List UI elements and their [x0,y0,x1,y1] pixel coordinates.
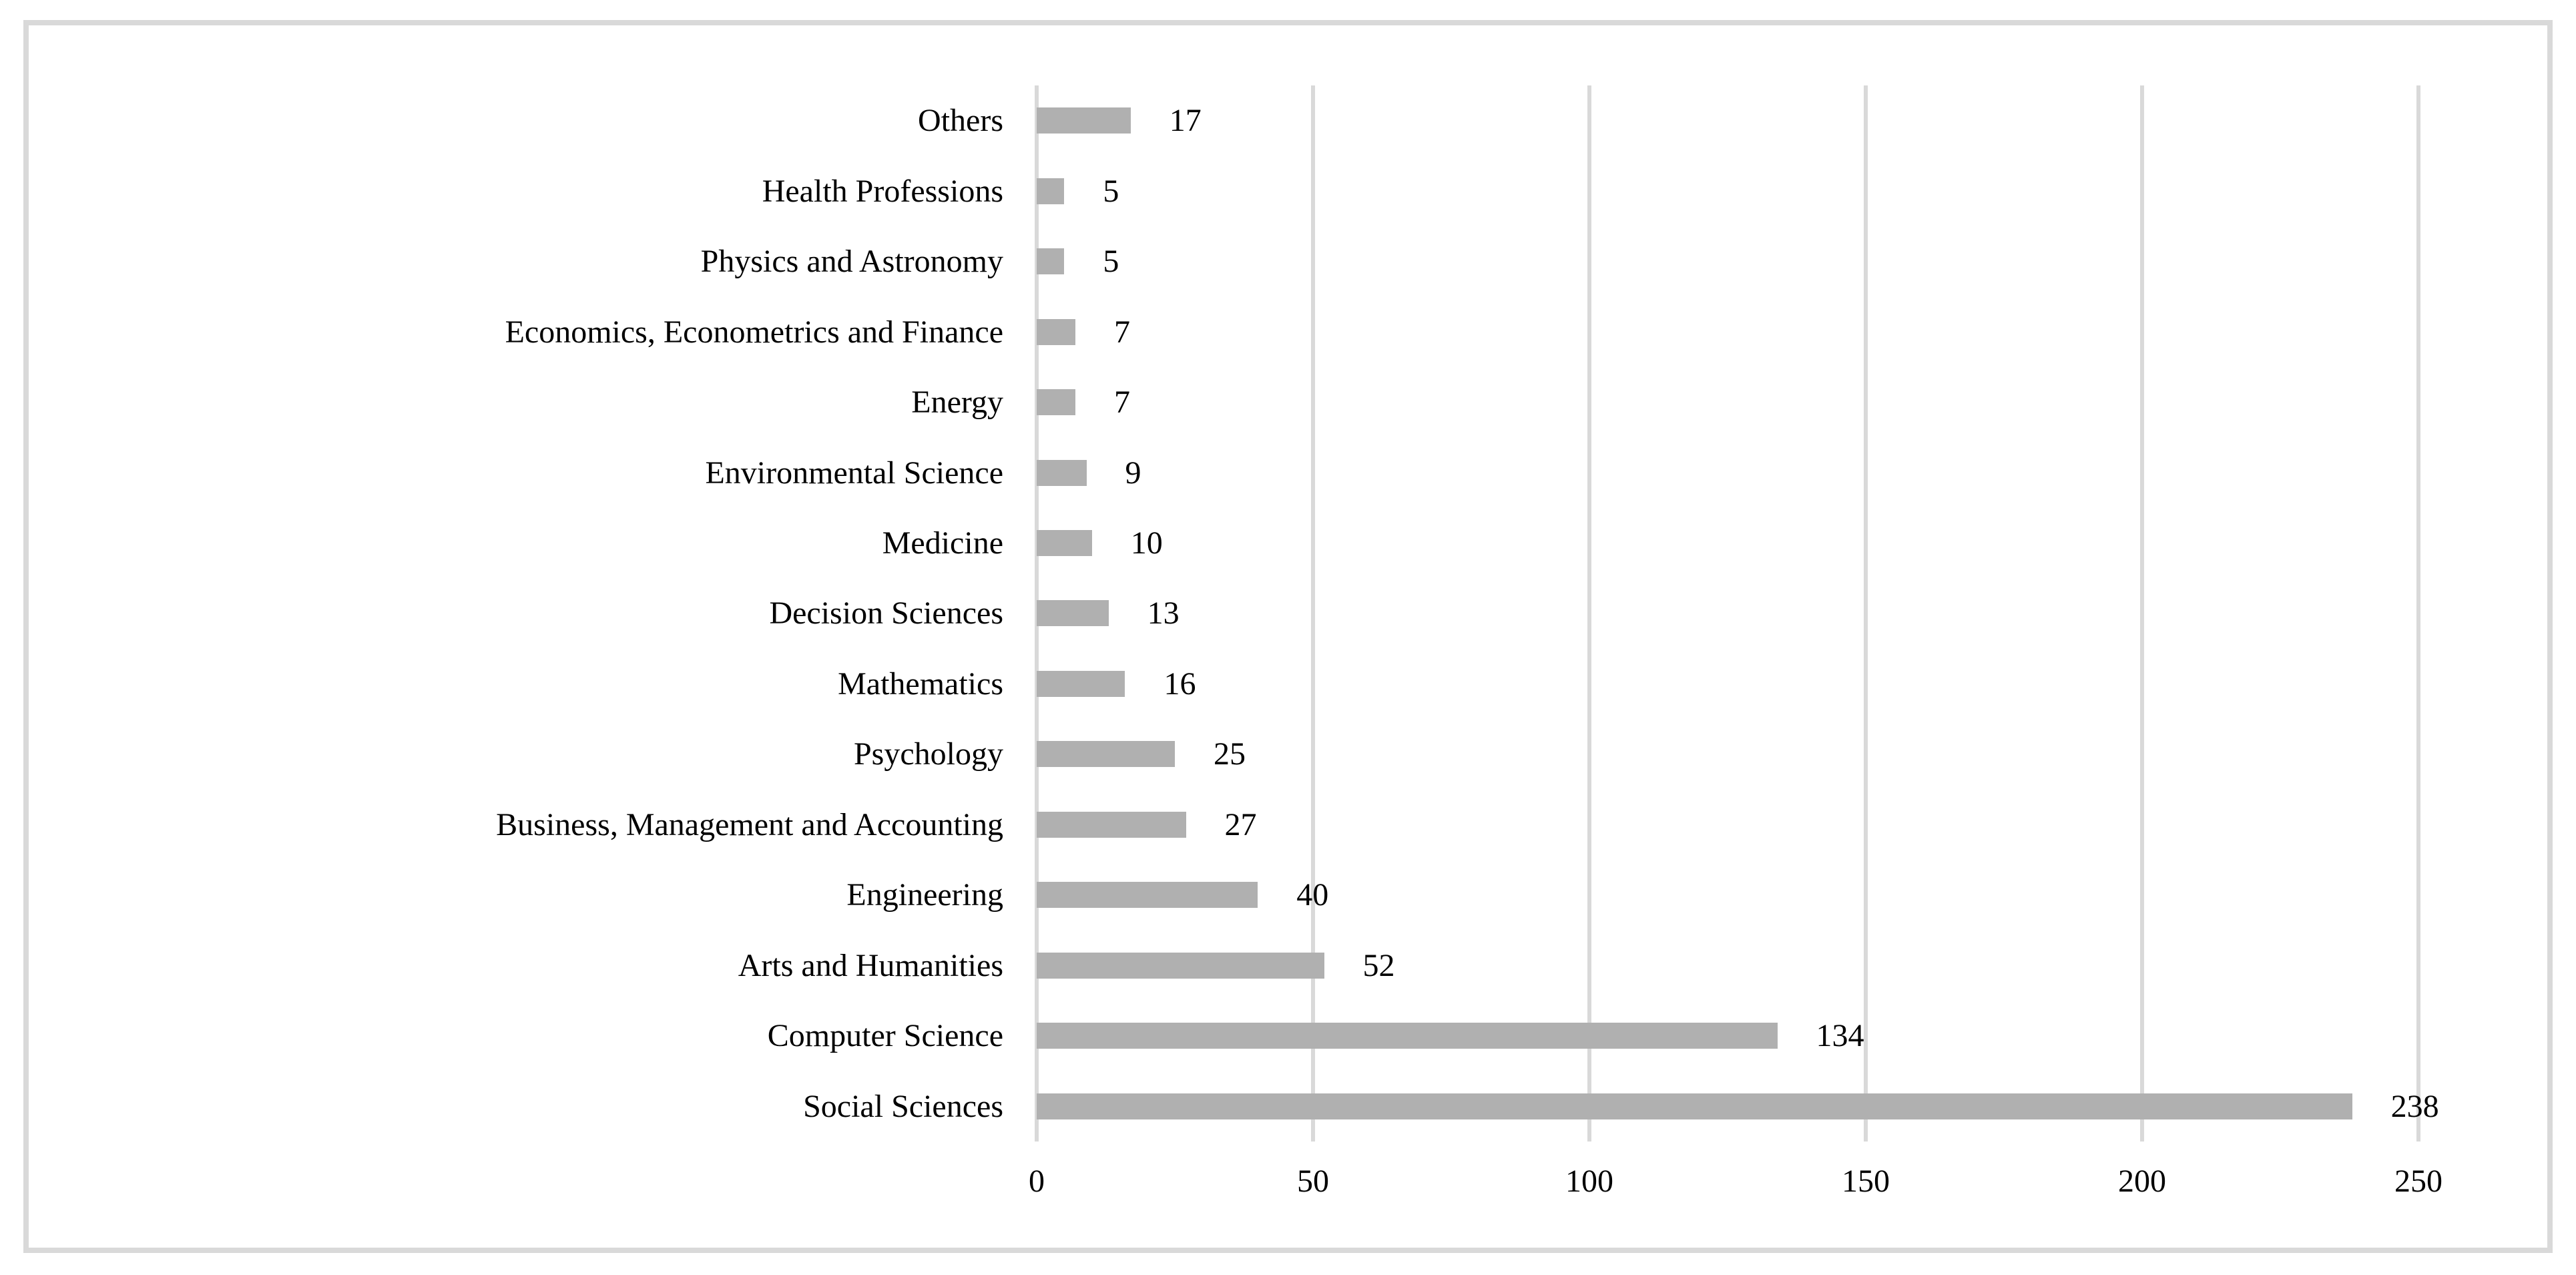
value-label: 7 [1113,314,1130,350]
category-label: Others [918,103,1003,139]
bar-row: 40 [1037,860,2418,930]
bar [1037,107,1131,134]
category-label: Health Professions [762,173,1003,209]
gridline-x-150 [1864,85,1868,1141]
x-tick-label: 150 [1842,1164,1890,1199]
category-label: Arts and Humanities [738,947,1003,983]
value-label: 17 [1169,103,1202,139]
bar [1037,1023,1778,1049]
bar-row: 134 [1037,1001,2418,1071]
bar [1037,952,1324,979]
category-label: Social Sciences [803,1088,1003,1124]
bar [1037,670,1125,697]
value-label: 13 [1147,595,1180,631]
value-label: 134 [1816,1018,1864,1054]
value-label: 40 [1296,877,1329,913]
bar [1037,318,1075,345]
bar-row: 7 [1037,296,2418,366]
category-label: Physics and Astronomy [700,244,1003,280]
gridline-x-250 [2416,85,2420,1141]
bar [1037,389,1075,416]
bar [1037,1093,2352,1119]
category-label: Decision Sciences [769,595,1003,631]
value-label: 5 [1103,244,1119,280]
bar [1037,882,1258,909]
bar [1037,459,1087,486]
bar-row: 5 [1037,156,2418,226]
x-tick-label: 0 [1029,1164,1045,1199]
bar-row: 238 [1037,1071,2439,1141]
bar [1037,178,1065,204]
bar-row: 5 [1037,226,2418,296]
bar-row: 7 [1037,367,2418,437]
value-label: 10 [1130,525,1163,561]
value-label: 238 [2390,1088,2439,1124]
category-label: Mathematics [838,666,1003,702]
category-label: Business, Management and Accounting [496,806,1003,842]
x-tick-label: 200 [2118,1164,2166,1199]
value-label: 52 [1362,947,1395,983]
category-label: Energy [911,385,1003,421]
x-tick-label: 250 [2394,1164,2442,1199]
bar-row: 17 [1037,85,2418,156]
bar [1037,530,1092,557]
value-label: 27 [1224,806,1257,842]
gridline-x-50 [1311,85,1315,1141]
category-label: Computer Science [767,1018,1003,1054]
gridline-x-100 [1587,85,1591,1141]
category-label: Engineering [846,877,1003,913]
value-label: 5 [1103,173,1119,209]
value-label: 7 [1113,385,1130,421]
value-label: 16 [1164,666,1196,702]
bar-row: 27 [1037,790,2418,860]
bar [1037,811,1186,838]
category-label: Psychology [853,736,1003,772]
bar-row: 10 [1037,508,2418,578]
bar-row: 13 [1037,578,2418,648]
bar [1037,741,1175,768]
category-label: Environmental Science [705,455,1003,491]
x-tick-label: 50 [1297,1164,1329,1199]
bar-row: 25 [1037,719,2418,789]
category-label: Economics, Econometrics and Finance [505,314,1003,350]
bar [1037,248,1065,275]
gridline-x-200 [2140,85,2144,1141]
bar-row: 9 [1037,437,2418,507]
value-label: 25 [1214,736,1246,772]
bar [1037,600,1109,627]
plot-area: 17 5 5 7 7 9 10 13 16 25 27 40 52 134 238 [1035,85,2439,1141]
bar-row: 52 [1037,931,2418,1001]
x-tick-label: 100 [1565,1164,1613,1199]
value-label: 9 [1125,455,1141,491]
bar-row: 16 [1037,649,2418,719]
category-label: Medicine [882,525,1003,561]
